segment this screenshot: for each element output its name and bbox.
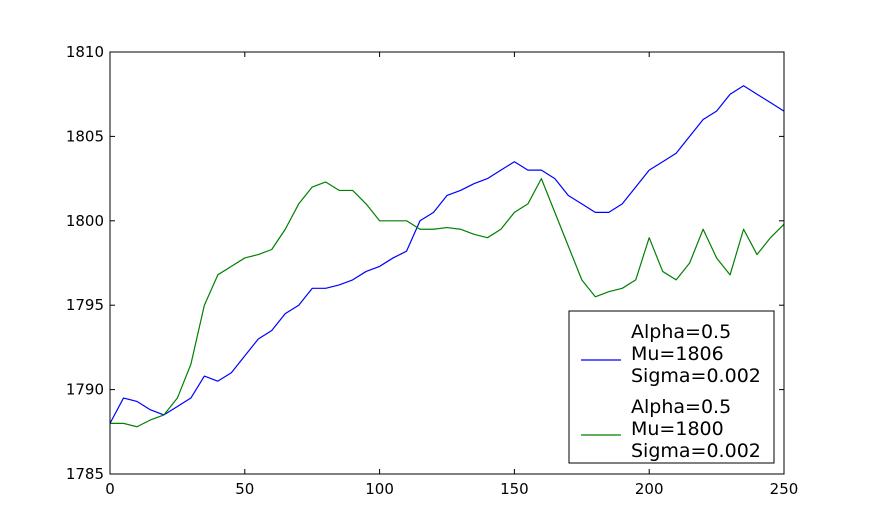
legend-label-2-line-2: Mu=1800 (631, 418, 724, 440)
series-layer (109, 85, 785, 428)
x-tick-label: 200 (635, 480, 664, 498)
y-tick-label: 1800 (66, 212, 104, 230)
x-tick-label: 100 (365, 480, 394, 498)
y-tick-label: 1805 (66, 127, 104, 145)
legend-label-1-line-2: Mu=1806 (631, 343, 724, 365)
legend-label-2-line-3: Sigma=0.002 (631, 440, 761, 462)
legend-label-1-line-3: Sigma=0.002 (631, 365, 761, 387)
legend: Alpha=0.5Mu=1806Sigma=0.002Alpha=0.5Mu=1… (568, 310, 775, 464)
legend-label-2-line-1: Alpha=0.5 (631, 396, 731, 418)
y-tick-label: 1810 (66, 43, 104, 61)
y-tick-label: 1785 (66, 465, 104, 483)
x-tick-label: 50 (235, 480, 254, 498)
y-tick-label: 1795 (66, 296, 104, 314)
legend-box (568, 310, 775, 464)
plot-frame (109, 51, 785, 475)
x-tick-label: 250 (770, 480, 799, 498)
series-line-2 (110, 178, 785, 428)
series-line-1 (109, 85, 785, 424)
ticks-layer: 0 50 100 150 200 250 1785 1790 1795 1800 1805 1810 (66, 43, 799, 498)
legend-label-1-line-1: Alpha=0.5 (631, 321, 731, 343)
x-tick-label: 150 (500, 480, 529, 498)
x-tick-label: 0 (105, 480, 115, 498)
y-tick-label: 1790 (66, 381, 104, 399)
